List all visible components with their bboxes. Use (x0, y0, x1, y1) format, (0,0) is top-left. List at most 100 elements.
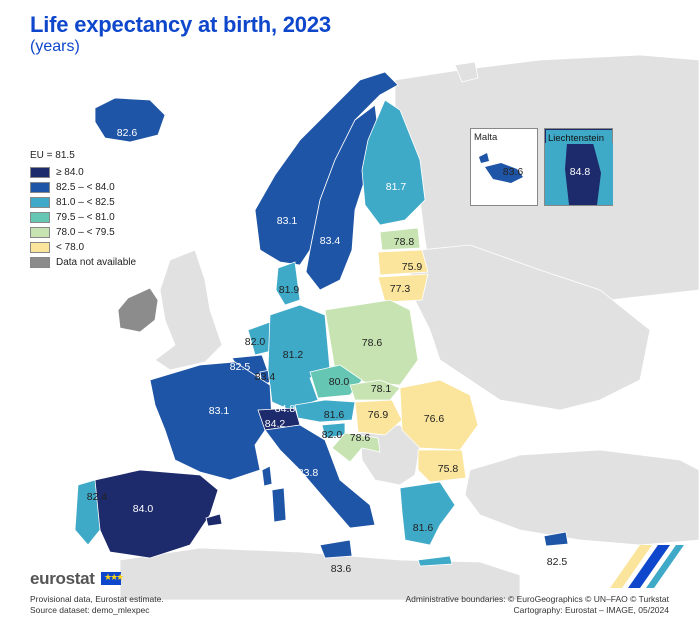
legend-label: ≥ 84.0 (56, 167, 84, 178)
label-netherlands: 82.0 (245, 336, 266, 348)
label-lithuania: 77.3 (390, 283, 411, 295)
latvia (377, 249, 429, 276)
cyprus (543, 531, 569, 547)
balearics (205, 513, 223, 527)
label-greece: 81.6 (413, 522, 434, 534)
legend-label: 79.5 – < 81.0 (56, 212, 115, 223)
label-switzerland: 84.8 (275, 403, 296, 415)
belarus-ukraine (409, 244, 651, 411)
footer-notes: Provisional data, Eurostat estimate. Sou… (30, 594, 164, 616)
legend-swatch (30, 212, 50, 223)
footer-note: Source dataset: demo_mlexpec (30, 605, 150, 615)
label-denmark: 81.9 (279, 284, 300, 296)
inset-liechtenstein-map: Liechtenstein 84.8 (545, 130, 613, 205)
legend-swatch (30, 227, 50, 238)
label-czechia: 80.0 (329, 376, 350, 388)
label-latvia: 75.9 (402, 261, 423, 273)
label-slovakia: 78.1 (371, 383, 392, 395)
uk (154, 249, 223, 371)
label-france: 83.1 (209, 405, 230, 417)
iceland (94, 97, 166, 143)
label-malta-south: 83.6 (331, 563, 352, 575)
label-portugal: 82.4 (87, 491, 108, 503)
inset-liechtenstein-title: Liechtenstein (548, 133, 604, 144)
countries (74, 71, 569, 567)
label-austria: 81.6 (324, 409, 345, 421)
finland (361, 99, 426, 226)
hungary (354, 399, 403, 436)
legend-swatch (30, 242, 50, 253)
value-labels: 82.6 83.1 83.4 81.7 78.8 75.9 77.3 81.9 … (87, 127, 568, 575)
inset-malta: Malta 83.6 (470, 128, 538, 206)
inset-liechtenstein-value: 84.8 (570, 166, 591, 178)
legend-label: 78.0 – < 79.5 (56, 227, 115, 238)
inset-liechtenstein: Liechtenstein 84.8 (544, 128, 613, 206)
ireland (117, 287, 159, 333)
label-croatia: 78.6 (350, 432, 371, 444)
eurostat-logo: eurostat (30, 569, 95, 588)
portugal (74, 479, 101, 546)
label-slovenia: 82.0 (322, 429, 343, 441)
legend-item: < 78.0 (30, 240, 136, 255)
label-norway: 83.1 (277, 215, 298, 227)
label-sweden: 83.4 (320, 235, 341, 247)
map-title: Life expectancy at birth, 2023 (30, 12, 331, 37)
label-belgium: 82.5 (230, 361, 251, 373)
label-spain: 84.0 (133, 503, 154, 515)
footer-credit: Cartography: Eurostat – IMAGE, 05/2024 (513, 605, 669, 615)
legend-eu-average: EU = 81.5 (30, 150, 75, 161)
footer-credits: Administrative boundaries: © EuroGeograp… (405, 594, 669, 616)
legend-item: 82.5 – < 84.0 (30, 180, 136, 195)
footer-note: Provisional data, Eurostat estimate. (30, 594, 164, 604)
label-germany: 81.2 (283, 349, 304, 361)
inset-malta-value: 83.6 (503, 166, 524, 178)
greece (399, 481, 456, 546)
inset-malta-title: Malta (474, 132, 498, 143)
eu-flag-icon: ★★★ (101, 572, 124, 585)
label-romania: 76.6 (424, 413, 445, 425)
legend-label: 82.5 – < 84.0 (56, 182, 115, 193)
map-subtitle: (years) (30, 38, 80, 55)
legend-item: ≥ 84.0 (30, 165, 136, 180)
legend-swatch (30, 257, 50, 268)
label-luxembourg: 83.4 (255, 371, 276, 383)
label-cyprus: 82.5 (547, 556, 568, 568)
legend-swatch (30, 197, 50, 208)
footer-credit: Administrative boundaries: © EuroGeograp… (405, 594, 669, 604)
image-logo-stripes (610, 545, 684, 588)
france (149, 361, 273, 481)
legend-item: 79.5 – < 81.0 (30, 210, 136, 225)
inset-malta-map: 83.6 (479, 153, 524, 183)
lithuania (377, 273, 429, 303)
romania (399, 379, 479, 451)
svalbard (454, 61, 479, 83)
legend-item: 78.0 – < 79.5 (30, 225, 136, 240)
legend-swatch (30, 182, 50, 193)
map-legend: EU = 81.5 ≥ 84.0 82.5 – < 84.0 81.0 – < … (30, 150, 136, 270)
label-liechtenstein-main: 84.2 (265, 418, 286, 430)
label-finland: 81.7 (386, 181, 407, 193)
denmark (275, 261, 301, 306)
legend-item: Data not available (30, 255, 136, 270)
legend-label: < 78.0 (56, 242, 85, 253)
sicily (319, 539, 353, 559)
label-poland: 78.6 (362, 337, 383, 349)
legend-label: Data not available (56, 257, 137, 268)
legend-label: 81.0 – < 82.5 (56, 197, 115, 208)
non-eu-land (119, 54, 699, 601)
label-italy: 83.8 (298, 467, 319, 479)
crete (417, 555, 453, 567)
sardinia (271, 487, 287, 523)
north-africa (119, 547, 521, 601)
slovakia (349, 379, 401, 401)
legend-item: 81.0 – < 82.5 (30, 195, 136, 210)
croatia (331, 432, 381, 463)
label-hungary: 76.9 (368, 409, 389, 421)
label-bulgaria: 75.8 (438, 463, 459, 475)
italy (264, 424, 376, 529)
label-iceland: 82.6 (117, 127, 138, 139)
legend-swatch (30, 167, 50, 178)
spain (94, 469, 219, 559)
corsica (261, 465, 273, 487)
